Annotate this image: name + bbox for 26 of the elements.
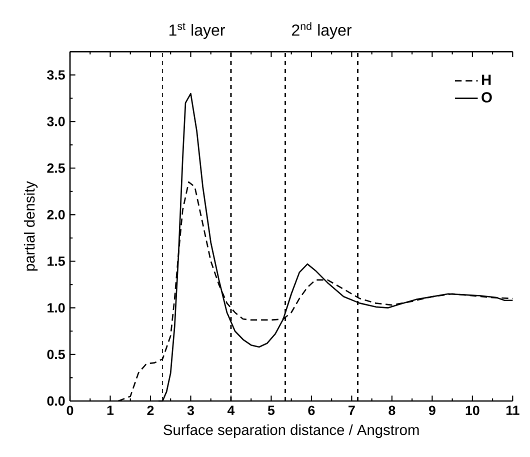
y-tick-label: 3.0: [47, 116, 65, 126]
y-tick-label: 2.0: [47, 210, 65, 220]
text: 2$^{nd}$ layer: [292, 22, 352, 39]
legend-label: O: [482, 92, 492, 103]
x-tick-label: 2: [147, 406, 154, 416]
y-tick-label: 2.5: [47, 163, 65, 173]
y-tick-label: 1.0: [48, 303, 65, 313]
y-tick-label: 1.5: [48, 256, 65, 266]
y-axis-title: partial density: [24, 181, 38, 271]
legend-label: H: [482, 74, 491, 85]
y-tick-label: 0.5: [47, 350, 65, 360]
x-tick-label: 7: [348, 406, 355, 415]
x-tick-label: 5: [268, 406, 275, 416]
y-tick-label: 3.5: [47, 70, 65, 80]
x-tick-label: 1: [107, 406, 114, 415]
x-tick-label: 11: [506, 406, 520, 415]
x-tick-label: 9: [428, 406, 436, 416]
x-tick-label: 6: [308, 406, 315, 416]
x-axis-title: Surface separation distance / Angstrom: [164, 424, 419, 438]
text: 1$^{st}$ layer: [169, 22, 225, 39]
x-tick-label: 8: [388, 406, 396, 416]
x-tick-label: 3: [187, 406, 194, 416]
x-tick-label: 4: [227, 406, 235, 415]
x-tick-label: 0: [66, 406, 74, 416]
y-tick-label: 0.0: [47, 396, 65, 406]
x-tick-label: 10: [466, 406, 480, 416]
